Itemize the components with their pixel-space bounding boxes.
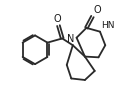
Text: N: N: [67, 34, 74, 44]
Text: O: O: [94, 5, 102, 15]
Text: HN: HN: [101, 21, 114, 30]
Text: O: O: [53, 14, 61, 24]
